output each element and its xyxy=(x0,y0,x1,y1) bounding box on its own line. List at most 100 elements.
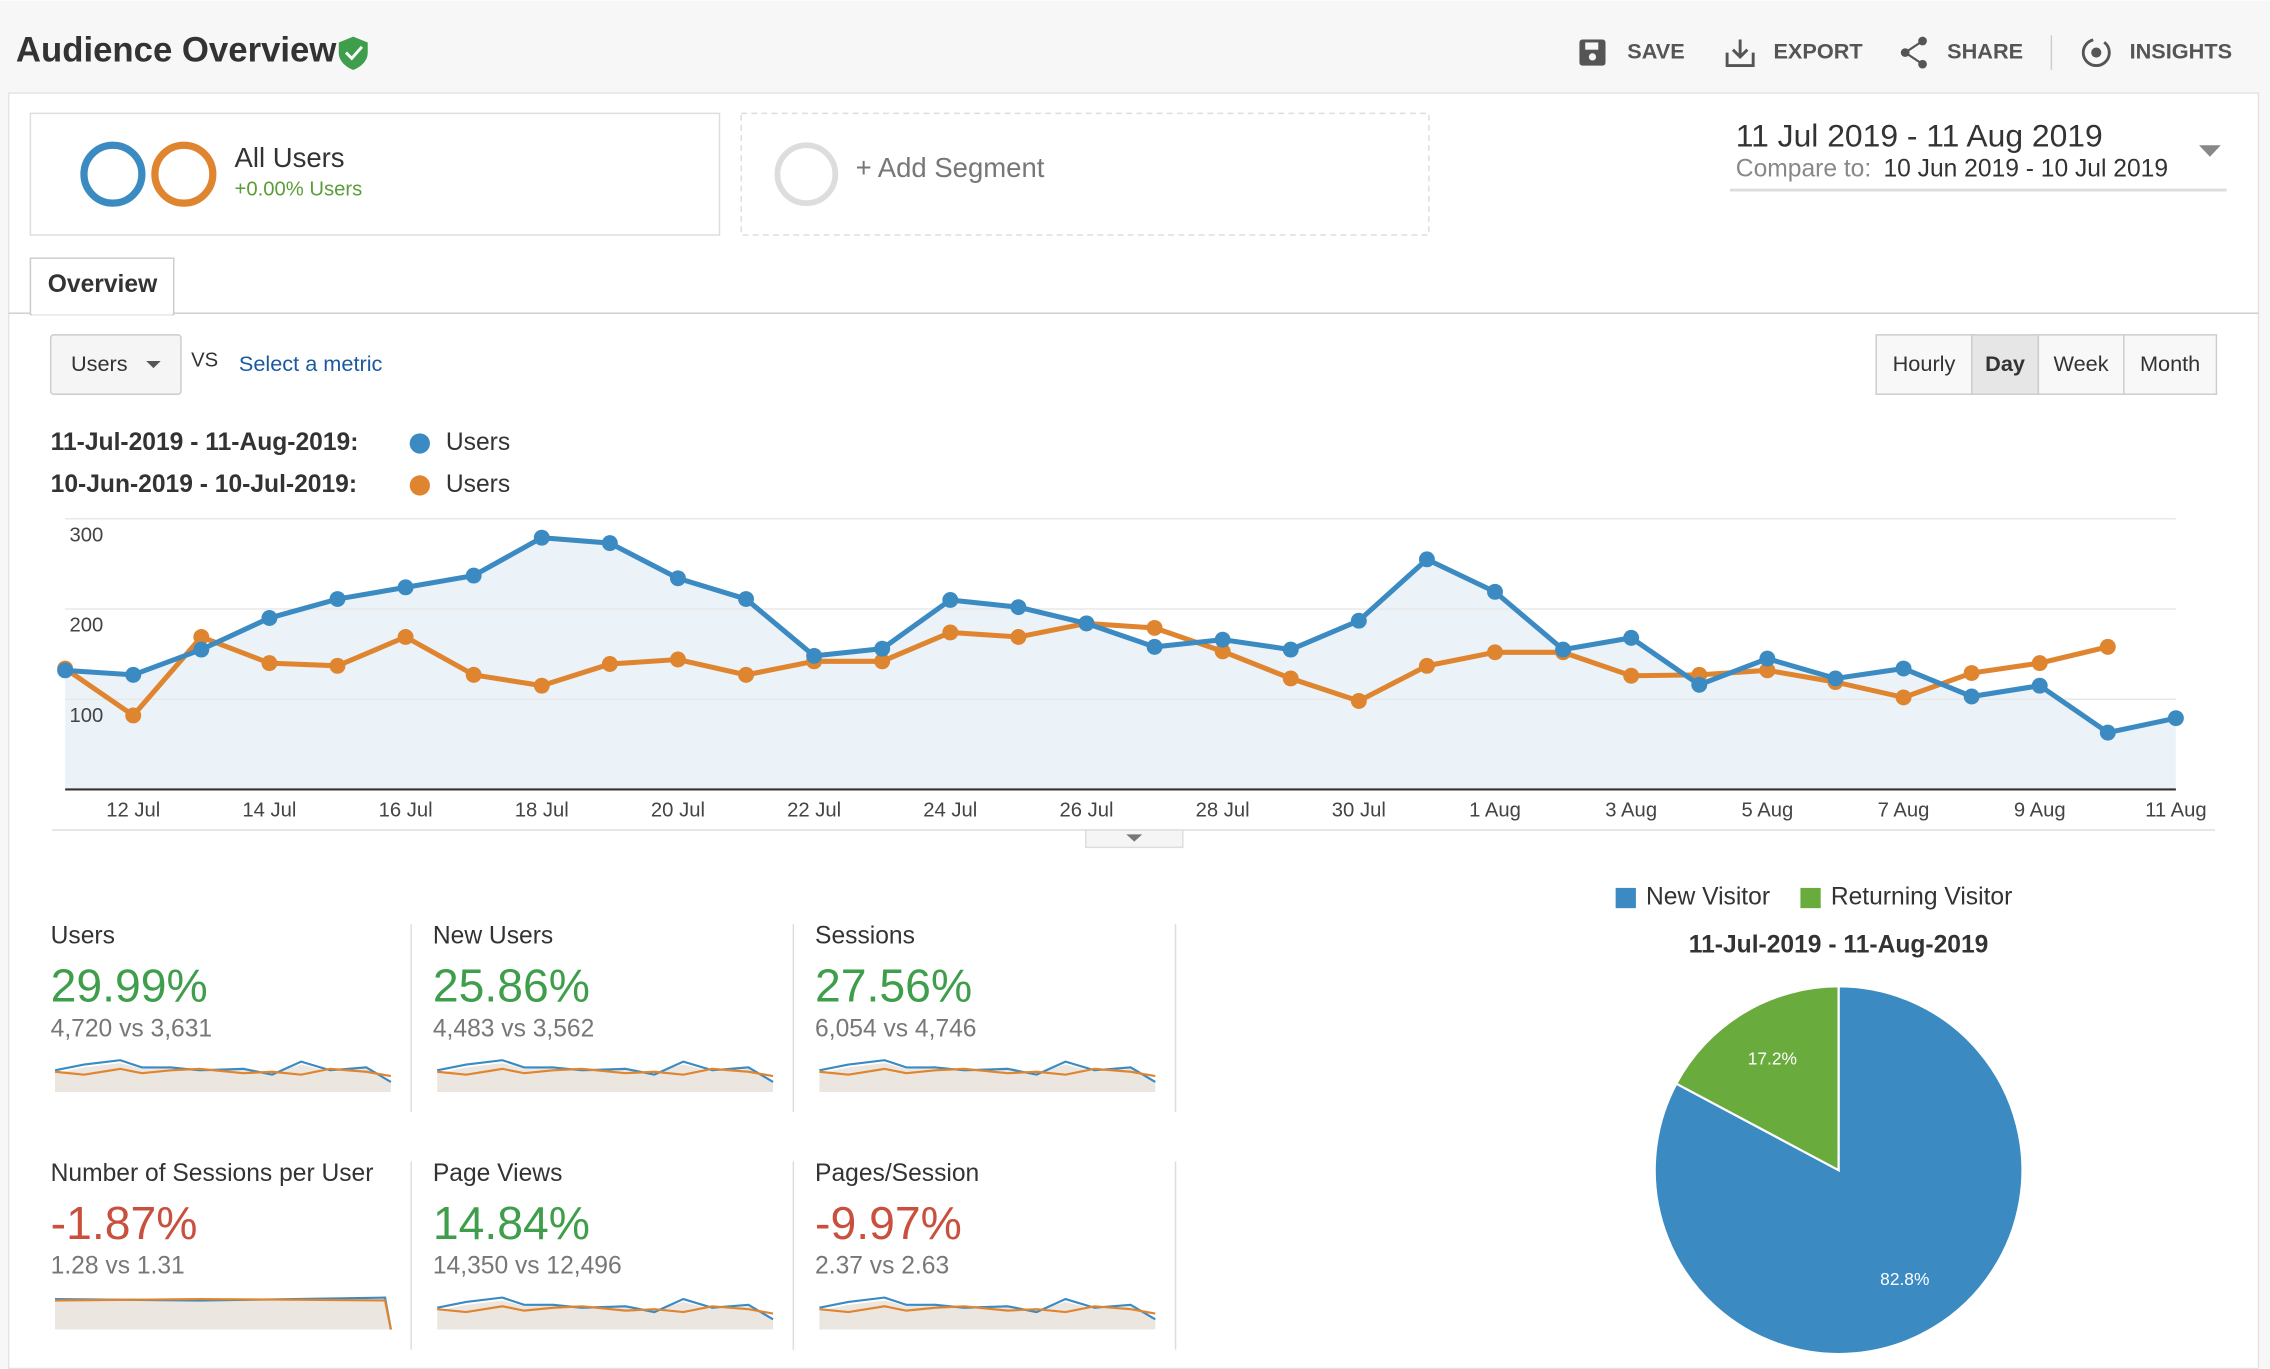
x-tick-label: 12 Jul xyxy=(106,800,160,822)
point xyxy=(874,653,891,670)
metric-name: Page Views xyxy=(433,1160,563,1187)
segment-name: All Users xyxy=(235,142,345,173)
legend-swatch xyxy=(409,475,430,496)
point xyxy=(2099,638,2116,655)
granularity: Hourly Day Week Month xyxy=(1875,334,2218,395)
point xyxy=(669,651,686,668)
point xyxy=(533,677,550,694)
x-tick-label: 5 Aug xyxy=(1741,800,1793,822)
x-tick-label: 22 Jul xyxy=(787,800,841,822)
granularity-label: Month xyxy=(2140,351,2200,376)
metric-change: -1.87% xyxy=(51,1197,198,1249)
line-chart: 100 200 300 12 Jul 14 Jul 16 Jul 18 Jul 20 Jul 2… xyxy=(57,518,2207,822)
point xyxy=(1895,689,1912,706)
point xyxy=(125,707,142,724)
granularity-label: Hourly xyxy=(1893,351,1956,376)
metric-comparison: 6,054 vs 4,746 xyxy=(815,1015,976,1042)
granularity-button[interactable] xyxy=(2037,334,2125,395)
x-tick-label: 26 Jul xyxy=(1059,800,1113,822)
legend: 11-Jul-2019 - 11-Aug-2019: Users 10-Jun-20… xyxy=(51,429,510,498)
point xyxy=(1487,583,1503,600)
select-metric[interactable]: Select a metric xyxy=(239,351,383,376)
x-tick-label: 24 Jul xyxy=(923,800,977,822)
tab-label: Overview xyxy=(48,271,158,298)
point xyxy=(738,591,754,608)
point xyxy=(601,656,618,672)
point xyxy=(1623,629,1640,646)
segment-card[interactable] xyxy=(29,112,721,236)
point xyxy=(1146,619,1163,636)
legend-swatch xyxy=(1615,887,1636,909)
metric-name: Users xyxy=(51,923,115,950)
point xyxy=(2099,724,2116,741)
x-tick-label: 11 Aug xyxy=(2145,800,2207,822)
action-label[interactable]: INSIGHTS xyxy=(2130,38,2232,63)
metric-label: Users xyxy=(71,351,128,376)
point xyxy=(57,662,74,679)
point xyxy=(1555,641,1572,658)
metric-dropdown[interactable] xyxy=(49,334,182,395)
toggle-arrow xyxy=(1126,834,1143,842)
granularity-button[interactable] xyxy=(1971,334,2040,395)
date-range[interactable]: 11 Jul 2019 - 11 Aug 2019 xyxy=(1736,117,2103,153)
point xyxy=(1827,670,1844,687)
y-tick-label: 300 xyxy=(69,524,103,546)
metric-change: 14.84% xyxy=(433,1197,590,1249)
metrics: Users 29.99% 4,720 vs 3,631 New Users 25.86%… xyxy=(51,923,980,1280)
point xyxy=(601,535,618,552)
x-tick-label: 14 Jul xyxy=(242,800,296,822)
page-title: Audience Overview xyxy=(16,32,337,70)
point xyxy=(261,655,278,672)
action-label[interactable]: SAVE xyxy=(1627,38,1685,63)
point xyxy=(1895,660,1912,677)
point xyxy=(1146,638,1163,655)
add-segment-label: + Add Segment xyxy=(856,152,1045,183)
action-label[interactable]: EXPORT xyxy=(1773,38,1863,63)
metric-name: Number of Sessions per User xyxy=(51,1160,374,1187)
action-label[interactable]: SHARE xyxy=(1947,38,2023,63)
tab[interactable] xyxy=(29,257,175,316)
dividers xyxy=(410,924,1177,1350)
legend-label: New Visitor xyxy=(1646,884,1770,911)
add-segment[interactable] xyxy=(740,112,1430,236)
point xyxy=(329,657,346,674)
x-tick-label: 3 Aug xyxy=(1605,800,1657,822)
point xyxy=(1487,644,1503,661)
x-tick-label: 28 Jul xyxy=(1196,800,1250,822)
point xyxy=(942,591,959,608)
date-dropdown[interactable] xyxy=(2199,145,2221,157)
pie-slice xyxy=(1674,985,1840,1173)
y-tick-label: 100 xyxy=(69,705,103,727)
x-tick-label: 7 Aug xyxy=(1878,800,1930,822)
point xyxy=(465,567,482,584)
metric-comparison: 4,483 vs 3,562 xyxy=(433,1015,594,1042)
legend-label: Users xyxy=(446,429,510,456)
metric-comparison: 4,720 vs 3,631 xyxy=(51,1015,212,1042)
point xyxy=(2031,677,2048,694)
pie-chart: New Visitor Returning Visitor 11-Jul-2019 … xyxy=(1615,884,2024,1356)
segment-circle xyxy=(80,141,146,207)
y-tick-label: 200 xyxy=(69,615,103,637)
x-tick-label: 16 Jul xyxy=(379,800,433,822)
point xyxy=(193,628,210,645)
metric-comparison: 14,350 vs 12,496 xyxy=(433,1253,622,1280)
granularity-button[interactable] xyxy=(2123,334,2218,395)
x-tick-label: 1 Aug xyxy=(1469,800,1521,822)
point xyxy=(1010,628,1027,645)
granularity-label: Day xyxy=(1985,351,2025,376)
point xyxy=(1759,662,1776,679)
pie-title: 11-Jul-2019 - 11-Aug-2019 xyxy=(1689,931,1989,958)
area xyxy=(65,537,2176,790)
point xyxy=(465,666,482,683)
x-tick-label: 9 Aug xyxy=(2014,800,2066,822)
dropdown-arrow xyxy=(146,360,161,369)
metric-name: Sessions xyxy=(815,923,915,950)
x-tick-label: 20 Jul xyxy=(651,800,705,822)
point xyxy=(1214,643,1231,660)
line xyxy=(64,535,2177,736)
point xyxy=(1623,667,1640,684)
point xyxy=(1282,670,1299,687)
point xyxy=(1350,612,1367,629)
